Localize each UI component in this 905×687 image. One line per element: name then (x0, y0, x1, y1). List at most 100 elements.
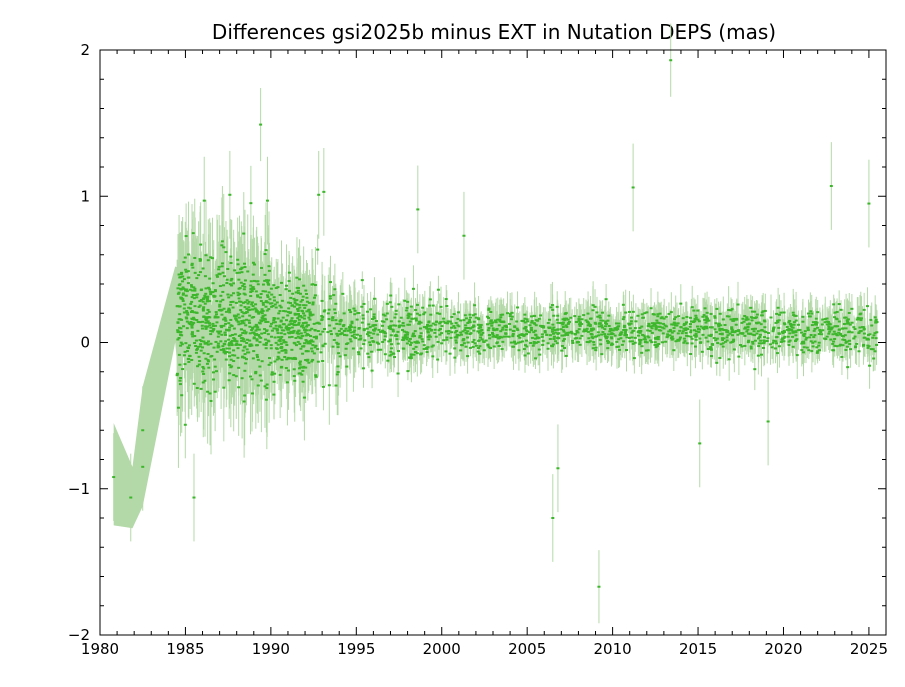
data-point (528, 331, 532, 334)
data-point (459, 331, 463, 334)
data-point (374, 319, 378, 322)
data-point (479, 326, 483, 329)
data-point (294, 344, 298, 347)
data-point (504, 332, 508, 335)
data-point (726, 334, 730, 337)
data-point (304, 289, 308, 292)
data-point (762, 342, 766, 345)
data-point (654, 328, 658, 331)
data-point (284, 367, 288, 370)
data-point (636, 334, 640, 337)
data-point (698, 341, 702, 344)
data-point (446, 322, 450, 325)
early-error-band (113, 266, 183, 529)
data-point (834, 332, 838, 335)
data-point (660, 326, 664, 329)
data-point (525, 329, 529, 332)
data-point (855, 342, 859, 345)
data-point (221, 271, 225, 274)
data-point (725, 336, 729, 339)
data-point (476, 350, 480, 353)
data-point (177, 353, 181, 356)
data-point (466, 322, 470, 325)
data-point (776, 321, 780, 324)
data-point (701, 315, 705, 318)
data-point (258, 296, 262, 299)
data-point (258, 365, 262, 368)
data-point (420, 338, 424, 341)
data-point (534, 324, 538, 327)
data-point (670, 335, 674, 338)
data-point (846, 366, 850, 369)
data-point (559, 322, 563, 325)
data-point (560, 344, 564, 347)
data-point (183, 423, 187, 426)
data-point (577, 315, 581, 318)
data-point (632, 329, 636, 332)
data-point (489, 310, 493, 313)
data-point (843, 338, 847, 341)
data-point (463, 329, 467, 332)
data-point (205, 317, 209, 320)
data-point (266, 294, 270, 297)
data-point (497, 337, 501, 340)
data-point (709, 347, 713, 350)
data-point (791, 335, 795, 338)
data-point (787, 328, 791, 331)
data-point (371, 317, 375, 320)
data-point (746, 318, 750, 321)
data-point (802, 335, 806, 338)
data-point (392, 324, 396, 327)
data-point (181, 286, 185, 289)
data-point (187, 344, 191, 347)
data-point (782, 311, 786, 314)
data-point (263, 253, 267, 256)
data-point (809, 334, 813, 337)
data-point (440, 342, 444, 345)
data-point (323, 309, 327, 312)
data-point (231, 300, 235, 303)
data-point (837, 328, 841, 331)
data-point (362, 343, 366, 346)
data-point (186, 270, 190, 273)
data-point (763, 336, 767, 339)
data-point (639, 339, 643, 342)
data-point (237, 300, 241, 303)
data-point (405, 342, 409, 345)
data-point (215, 274, 219, 277)
data-point (237, 323, 241, 326)
data-point (208, 277, 212, 280)
data-point (502, 335, 506, 338)
data-point (721, 342, 725, 345)
data-point (714, 322, 718, 325)
data-point (529, 328, 533, 331)
data-point (250, 301, 254, 304)
data-point (858, 326, 862, 329)
data-point (308, 342, 312, 345)
data-point (187, 253, 191, 256)
data-point (289, 319, 293, 322)
data-point (191, 335, 195, 338)
data-point (207, 366, 211, 369)
data-point (234, 301, 238, 304)
data-point (512, 330, 516, 333)
data-point (670, 331, 674, 334)
data-point (272, 321, 276, 324)
data-point (330, 319, 334, 322)
data-point (764, 330, 768, 333)
data-point (296, 317, 300, 320)
data-point (236, 343, 240, 346)
data-point (250, 344, 254, 347)
data-point (217, 332, 221, 335)
data-point (615, 345, 619, 348)
data-point (447, 329, 451, 332)
data-point (576, 331, 580, 334)
data-point (348, 329, 352, 332)
data-point (689, 331, 693, 334)
data-point (681, 317, 685, 320)
data-point (285, 381, 289, 384)
data-point (256, 280, 260, 283)
data-point (335, 332, 339, 335)
data-point (235, 319, 239, 322)
data-point (183, 350, 187, 353)
